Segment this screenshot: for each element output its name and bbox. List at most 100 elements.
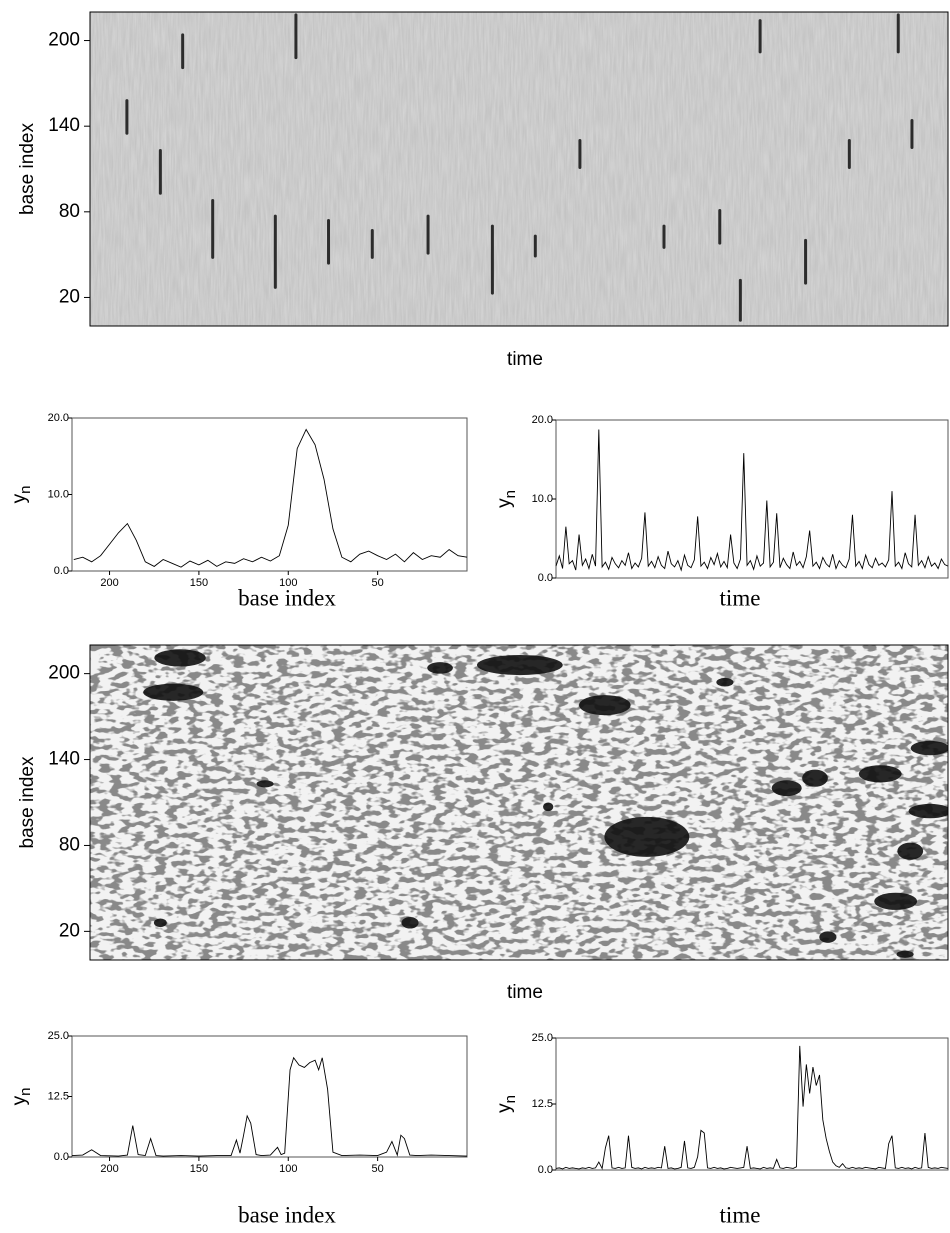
heatmap-marks: [125, 13, 914, 322]
y-tick-label: 0.0: [54, 1151, 69, 1163]
streak: [370, 228, 374, 259]
y-tick-label: 140: [48, 749, 80, 770]
y-axis-label: yn: [9, 1088, 34, 1106]
blob: [476, 655, 563, 676]
heatmap-texture: [90, 645, 948, 960]
x-tick-label: 100: [279, 1163, 297, 1175]
streak: [327, 218, 331, 265]
x-tick-label: 200: [100, 1163, 118, 1175]
blob: [858, 765, 902, 783]
y-axis-label-base: y: [494, 498, 515, 508]
y-tick-label: 200: [48, 663, 80, 684]
y-tick-label: 25.0: [532, 1032, 553, 1044]
streak: [738, 278, 742, 322]
streak: [718, 208, 722, 245]
y-tick-label: 200: [48, 30, 80, 51]
blob: [896, 950, 914, 958]
blob: [256, 780, 274, 788]
x-axis-label: time: [720, 1202, 761, 1227]
x-tick-label: 100: [279, 577, 297, 589]
blob: [604, 816, 690, 857]
data-line: [555, 429, 949, 572]
y-tick-label: 10.0: [532, 493, 553, 505]
heatmap-marks: [143, 649, 948, 958]
y-tick-label: 20: [59, 286, 80, 307]
data-line: [73, 428, 468, 568]
x-tick-label: 50: [372, 577, 384, 589]
streak: [578, 139, 582, 169]
y-tick-label: 20: [59, 920, 80, 941]
plot-frame: [89, 644, 949, 961]
blob: [154, 649, 206, 667]
y-axis-label-subscript: n: [17, 486, 34, 494]
streak: [294, 13, 298, 60]
streak: [896, 13, 900, 54]
blob: [874, 892, 918, 910]
streak: [804, 238, 808, 285]
x-tick-label: 150: [190, 577, 208, 589]
y-axis-label-subscript: n: [17, 1088, 34, 1096]
streak: [758, 19, 762, 54]
blob: [819, 931, 837, 943]
y-axis-label: yn: [9, 486, 34, 504]
blob: [908, 803, 948, 819]
y-tick-label: 80: [59, 201, 80, 222]
plot-frame: [71, 417, 468, 572]
streak: [125, 99, 129, 135]
plot-frame: [89, 11, 949, 327]
y-axis-label-base: y: [9, 1095, 30, 1105]
streak: [158, 149, 162, 195]
streak: [426, 214, 430, 255]
x-axis-label: time: [507, 982, 543, 1003]
y-tick-label: 25.0: [48, 1030, 69, 1042]
x-axis-label: time: [507, 349, 543, 370]
x-axis-label: base index: [238, 585, 336, 610]
y-axis-label-subscript: n: [502, 1095, 519, 1103]
blob: [543, 802, 554, 812]
blob: [771, 780, 802, 797]
y-tick-label: 0.0: [538, 572, 553, 584]
blob: [716, 677, 734, 687]
plot-frame: [555, 1037, 949, 1171]
blob: [579, 695, 631, 716]
y-axis-label-base: y: [494, 1103, 515, 1113]
y-tick-label: 20.0: [532, 414, 553, 426]
y-tick-label: 10.0: [48, 488, 69, 500]
y-tick-label: 140: [48, 115, 80, 136]
x-axis-label: base index: [238, 1202, 336, 1227]
x-axis-label: time: [720, 585, 761, 610]
y-tick-label: 80: [59, 834, 80, 855]
y-axis-label: yn: [494, 1095, 519, 1113]
streak: [533, 234, 537, 258]
x-tick-label: 200: [100, 577, 118, 589]
y-axis-label-subscript: n: [502, 490, 519, 498]
blob: [897, 842, 924, 860]
blob: [910, 740, 948, 756]
streak: [847, 139, 851, 169]
x-tick-label: 150: [190, 1163, 208, 1175]
y-tick-label: 0.0: [54, 565, 69, 577]
streak: [490, 224, 494, 295]
blob: [802, 769, 828, 787]
streak: [211, 198, 215, 259]
y-axis-label: yn: [494, 490, 519, 508]
data-line: [555, 1045, 949, 1170]
y-tick-label: 0.0: [538, 1164, 553, 1176]
data-line: [71, 1056, 468, 1157]
heatmap-texture: [90, 12, 948, 326]
y-tick-label: 12.5: [48, 1090, 69, 1102]
plot-frame: [71, 1035, 468, 1158]
streak: [181, 33, 185, 70]
y-tick-label: 20.0: [48, 412, 69, 424]
blob: [153, 918, 167, 928]
blob: [143, 683, 204, 701]
streak: [662, 224, 666, 249]
y-axis-label-base: y: [9, 493, 30, 503]
y-axis-label: base index: [17, 756, 38, 848]
streak: [910, 119, 914, 150]
streak: [273, 214, 277, 289]
y-axis-label: base index: [17, 123, 38, 215]
x-tick-label: 50: [372, 1163, 384, 1175]
